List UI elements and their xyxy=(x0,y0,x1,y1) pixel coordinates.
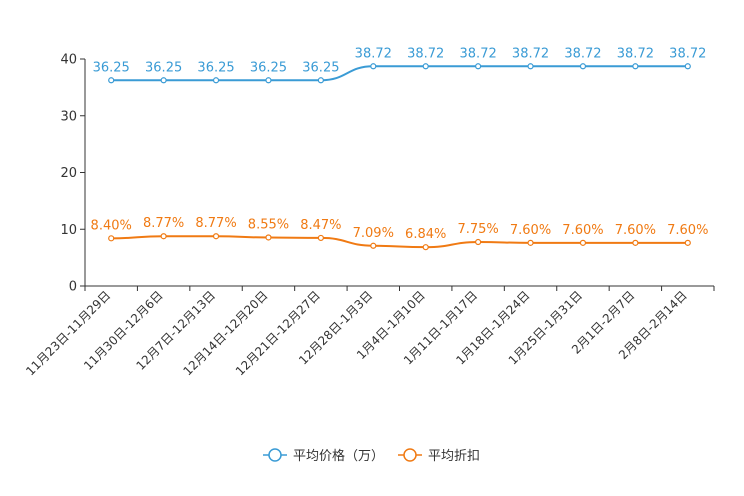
series-avg-price: 36.25 36.25 36.25 36.25 36.25 38.72 38.72 38.72… xyxy=(93,46,706,84)
data-label: 38.72 xyxy=(564,46,601,61)
data-point[interactable] xyxy=(527,239,534,246)
x-tick-labels: 11月23日-11月29日11月30日-12月6日12月7日-12月13日12月… xyxy=(23,288,690,378)
data-label: 36.25 xyxy=(197,60,234,75)
data-label: 8.47% xyxy=(300,218,341,233)
data-point[interactable] xyxy=(108,77,115,84)
data-label: 7.60% xyxy=(615,223,656,238)
data-label: 8.77% xyxy=(195,216,236,231)
series-group: 36.25 36.25 36.25 36.25 36.25 38.72 38.72 38.72… xyxy=(91,46,708,251)
data-point[interactable] xyxy=(108,235,115,242)
data-label: 7.60% xyxy=(667,223,708,238)
data-label: 36.25 xyxy=(302,60,339,75)
data-point[interactable] xyxy=(265,77,272,84)
data-label: 38.72 xyxy=(355,46,392,61)
data-label: 38.72 xyxy=(617,46,654,61)
data-point[interactable] xyxy=(370,242,377,249)
legend-label: 平均折扣 xyxy=(428,449,480,464)
data-point[interactable] xyxy=(579,63,587,70)
data-label: 7.60% xyxy=(562,223,603,238)
y-tick-labels: 0 10 20 30 40 xyxy=(60,53,77,295)
legend-label: 平均价格（万） xyxy=(293,448,384,464)
data-point[interactable] xyxy=(684,239,691,246)
y-tick-label: 30 xyxy=(60,109,77,124)
data-label: 7.09% xyxy=(353,226,394,241)
data-label: 38.72 xyxy=(460,46,497,61)
y-tick-label: 10 xyxy=(60,223,77,238)
x-tick-label: 11月23日-11月29日 xyxy=(23,288,113,378)
data-point[interactable] xyxy=(684,63,691,70)
data-label: 6.84% xyxy=(405,227,446,242)
data-label: 8.55% xyxy=(248,217,289,232)
y-tick-label: 40 xyxy=(60,53,77,68)
data-point[interactable] xyxy=(422,63,429,70)
y-tick-label: 20 xyxy=(60,166,77,181)
legend-circle-icon xyxy=(403,448,417,462)
data-point[interactable] xyxy=(160,233,167,240)
data-point[interactable] xyxy=(265,234,272,241)
data-point[interactable] xyxy=(212,77,220,84)
data-point[interactable] xyxy=(475,238,482,246)
data-point[interactable] xyxy=(160,77,167,84)
data-label: 7.60% xyxy=(510,223,551,238)
data-label: 36.25 xyxy=(145,60,182,75)
data-point[interactable] xyxy=(212,233,220,240)
data-point[interactable] xyxy=(317,77,324,84)
data-label: 8.40% xyxy=(91,218,132,233)
data-label: 8.77% xyxy=(143,216,184,231)
legend-circle-icon xyxy=(268,448,282,462)
legend-item-avg-price[interactable]: 平均价格（万） xyxy=(263,448,384,464)
series-line xyxy=(111,235,688,249)
data-point[interactable] xyxy=(370,63,377,70)
data-point[interactable] xyxy=(475,63,482,70)
legend[interactable]: 平均价格（万） 平均折扣 xyxy=(263,448,480,464)
data-label: 38.72 xyxy=(669,46,706,61)
data-label: 36.25 xyxy=(93,60,130,75)
series-avg-discount: 8.40% 8.77% 8.77% 8.55% 8.47% 7.09% 6.84% 7.75%… xyxy=(91,216,708,251)
axes xyxy=(80,58,715,291)
data-label: 7.75% xyxy=(457,222,498,237)
y-tick-label: 0 xyxy=(69,280,77,295)
data-point[interactable] xyxy=(422,244,429,251)
data-point[interactable] xyxy=(632,63,639,70)
data-label: 38.72 xyxy=(512,46,549,61)
data-point[interactable] xyxy=(317,234,324,242)
data-label: 36.25 xyxy=(250,60,287,75)
data-point[interactable] xyxy=(632,239,639,246)
data-point[interactable] xyxy=(579,239,587,246)
series-line xyxy=(111,65,688,82)
data-point[interactable] xyxy=(527,63,534,70)
legend-item-avg-discount[interactable]: 平均折扣 xyxy=(398,448,480,464)
data-label: 38.72 xyxy=(407,46,444,61)
